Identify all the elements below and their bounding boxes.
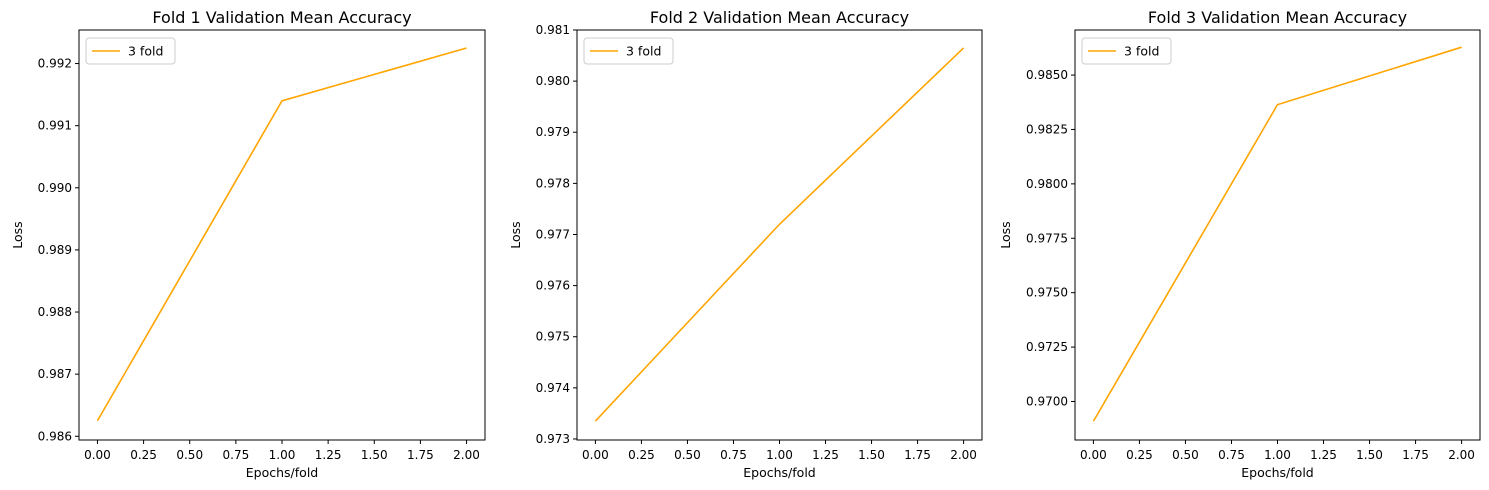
y-tick-label: 0.980 bbox=[536, 74, 570, 88]
y-tick-label: 0.974 bbox=[536, 381, 570, 395]
axes-frame bbox=[1074, 29, 1481, 441]
legend-label: 3 fold bbox=[626, 44, 661, 59]
x-tick-label: 0.75 bbox=[720, 448, 747, 462]
legend-frame bbox=[583, 37, 674, 65]
legend: 3 fold bbox=[85, 37, 176, 65]
x-tick-label: 2.00 bbox=[1448, 448, 1475, 462]
legend: 3 fold bbox=[583, 37, 674, 65]
x-tick-label: 1.00 bbox=[1264, 448, 1291, 462]
legend: 3 fold bbox=[1081, 37, 1172, 65]
y-axis-label: Loss bbox=[508, 221, 523, 248]
axes-frame bbox=[576, 29, 983, 441]
axes-frame bbox=[78, 29, 486, 441]
chart-title: Fold 1 Validation Mean Accuracy bbox=[152, 8, 411, 27]
x-axis-label: Epochs/fold bbox=[1241, 465, 1313, 480]
x-tick-label: 1.75 bbox=[1402, 448, 1429, 462]
legend-frame bbox=[85, 37, 176, 65]
x-tick-label: 1.50 bbox=[361, 448, 388, 462]
x-tick-label: 0.75 bbox=[223, 448, 250, 462]
y-tick-label: 0.978 bbox=[536, 176, 570, 190]
y-tick-label: 0.975 bbox=[536, 330, 570, 344]
x-tick-label: 0.00 bbox=[84, 448, 111, 462]
x-tick-label: 1.00 bbox=[766, 448, 793, 462]
x-axis-label: Epochs/fold bbox=[246, 465, 318, 480]
chart-panel-3: Fold 3 Validation Mean Accuracy 0.00 0.25 0… bbox=[998, 8, 1481, 480]
y-tick-label: 0.979 bbox=[536, 125, 570, 139]
chart-panel-1: Fold 1 Validation Mean Accuracy 0.00 0.25 0… bbox=[10, 8, 486, 480]
chart-title: Fold 2 Validation Mean Accuracy bbox=[650, 8, 909, 27]
series-line-1 bbox=[594, 47, 965, 422]
y-tick-label: 0.991 bbox=[38, 119, 72, 133]
x-tick-label: 2.00 bbox=[453, 448, 480, 462]
x-tick-label: 0.25 bbox=[628, 448, 655, 462]
y-tick-label: 0.976 bbox=[536, 279, 570, 293]
x-tick-label: 1.25 bbox=[812, 448, 839, 462]
legend-label: 3 fold bbox=[128, 44, 163, 59]
y-tick-label: 0.990 bbox=[38, 181, 72, 195]
y-tick-label: 0.981 bbox=[536, 23, 570, 37]
y-tick-label: 0.9850 bbox=[1026, 68, 1068, 82]
x-tick-label: 0.25 bbox=[130, 448, 157, 462]
x-axis-label: Epochs/fold bbox=[743, 465, 815, 480]
y-tick-label: 0.977 bbox=[536, 227, 570, 241]
x-tick-label: 0.25 bbox=[1126, 448, 1153, 462]
y-tick-label: 0.988 bbox=[38, 305, 72, 319]
y-tick-label: 0.9725 bbox=[1026, 340, 1068, 354]
x-tick-label: 0.50 bbox=[1172, 448, 1199, 462]
series-line-1 bbox=[1092, 46, 1462, 422]
x-tick-label: 1.75 bbox=[904, 448, 931, 462]
x-tick-label: 2.00 bbox=[950, 448, 977, 462]
y-tick-label: 0.9825 bbox=[1026, 122, 1068, 136]
y-tick-label: 0.9750 bbox=[1026, 286, 1068, 300]
y-tick-label: 0.9775 bbox=[1026, 231, 1068, 245]
x-tick-label: 0.75 bbox=[1218, 448, 1245, 462]
chart-panel-2: Fold 2 Validation Mean Accuracy 0.00 0.25 0… bbox=[508, 8, 983, 480]
y-axis-label: Loss bbox=[998, 221, 1013, 248]
y-tick-label: 0.973 bbox=[536, 432, 570, 446]
series-line-1 bbox=[96, 47, 467, 422]
y-tick-label: 0.987 bbox=[38, 367, 72, 381]
y-tick-label: 0.9700 bbox=[1026, 394, 1068, 408]
y-tick-label: 0.9800 bbox=[1026, 177, 1068, 191]
y-tick-label: 0.986 bbox=[38, 429, 72, 443]
y-tick-label: 0.989 bbox=[38, 243, 72, 257]
y-axis-label: Loss bbox=[10, 221, 25, 248]
x-tick-label: 1.50 bbox=[1356, 448, 1383, 462]
x-tick-label: 0.50 bbox=[674, 448, 701, 462]
x-tick-label: 1.50 bbox=[858, 448, 885, 462]
legend-frame bbox=[1081, 37, 1172, 65]
x-tick-label: 1.25 bbox=[1310, 448, 1337, 462]
x-tick-label: 1.25 bbox=[315, 448, 342, 462]
x-tick-label: 1.75 bbox=[407, 448, 434, 462]
legend-label: 3 fold bbox=[1124, 44, 1159, 59]
x-tick-label: 0.00 bbox=[582, 448, 609, 462]
y-tick-label: 0.992 bbox=[38, 57, 72, 71]
x-tick-label: 1.00 bbox=[269, 448, 296, 462]
x-tick-label: 0.00 bbox=[1080, 448, 1107, 462]
x-tick-label: 0.50 bbox=[176, 448, 203, 462]
chart-title: Fold 3 Validation Mean Accuracy bbox=[1148, 8, 1407, 27]
